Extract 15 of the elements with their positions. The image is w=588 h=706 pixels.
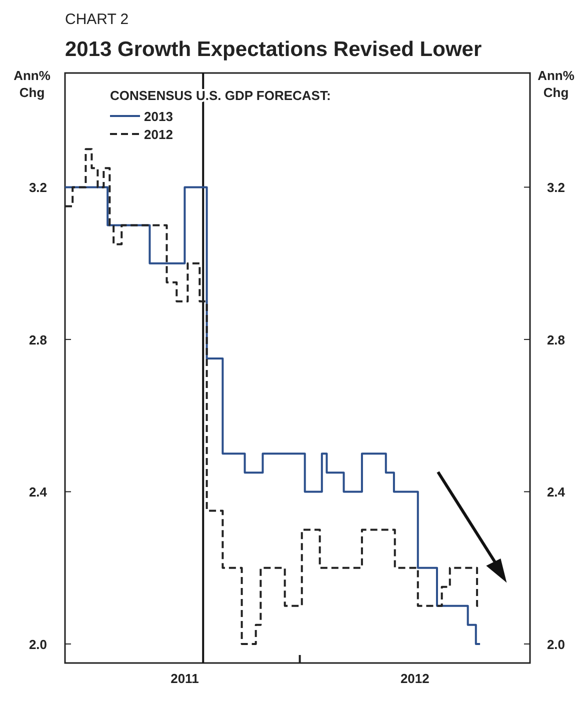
y-axis-title: Ann% Chg — [14, 68, 51, 100]
y2-axis-title: Ann% Chg — [538, 68, 575, 100]
chart-title: 2013 Growth Expectations Revised Lower — [65, 38, 482, 61]
x-tick-label: 2011 — [170, 671, 199, 686]
y2-tick-label: 3.2 — [546, 180, 566, 196]
legend-label: 2013 — [144, 109, 173, 124]
y-tick-label: 2.4 — [28, 484, 48, 500]
legend-label: 2012 — [144, 127, 173, 142]
y-tick-label: 2.8 — [28, 332, 48, 348]
y-tick-label: 2.0 — [28, 636, 48, 652]
chart-subtitle: CHART 2 — [65, 11, 129, 28]
y2-tick-label: 2.8 — [546, 332, 566, 348]
y2-tick-label: 2.0 — [546, 636, 566, 652]
y-tick-label: 3.2 — [28, 180, 48, 196]
y2-tick-label: 2.4 — [546, 484, 566, 500]
